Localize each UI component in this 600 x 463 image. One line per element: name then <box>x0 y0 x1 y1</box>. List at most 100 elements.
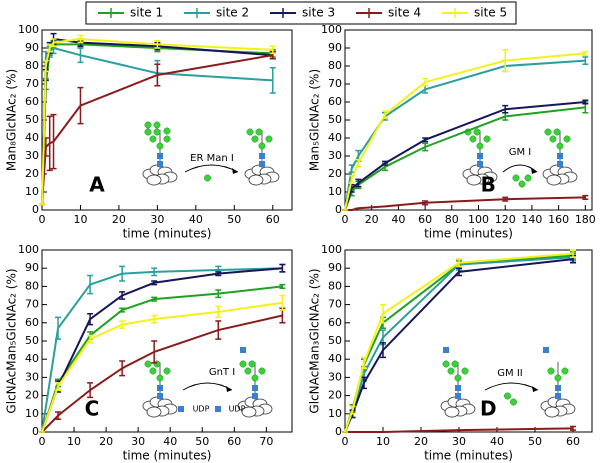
glcnac <box>455 393 461 399</box>
glcnac <box>543 347 549 353</box>
x-tick-label: 20 <box>365 213 379 226</box>
x-tick-label: 20 <box>112 213 126 226</box>
error-bar <box>119 320 126 330</box>
error-bar <box>582 99 589 105</box>
mannose <box>144 360 152 368</box>
error-bar <box>582 50 589 56</box>
glcnac <box>555 385 561 391</box>
mannose <box>553 128 561 136</box>
annotation: UDP <box>193 405 210 414</box>
mannose <box>251 135 259 143</box>
mannose <box>255 128 263 136</box>
x-tick-label: 40 <box>163 435 177 448</box>
y-tick-label: 70 <box>328 77 342 90</box>
mannose <box>144 128 152 136</box>
mannose <box>547 367 555 375</box>
y-tick-label: 10 <box>25 407 39 420</box>
y-tick-label: 80 <box>328 59 342 72</box>
released-mannose <box>504 392 511 400</box>
mannose <box>163 367 171 375</box>
annotation: GnT I <box>209 367 235 378</box>
error-bar <box>87 334 94 344</box>
series-line <box>345 196 586 211</box>
y-tick-label: 70 <box>25 77 39 90</box>
x-tick-label: 60 <box>227 435 241 448</box>
y-tick-label: 20 <box>328 167 342 180</box>
error-bar <box>151 340 158 364</box>
mannose <box>163 127 171 135</box>
released-mannose <box>204 174 211 182</box>
released-mannose <box>524 174 532 182</box>
mannose <box>239 360 247 368</box>
mannose <box>476 142 484 150</box>
y-tick-label: 90 <box>25 261 39 274</box>
error-bar <box>42 59 49 73</box>
y-tick-label: 40 <box>25 131 39 144</box>
glcnac <box>252 385 258 391</box>
error-bar <box>456 267 462 277</box>
x-axis-label: time (minutes) <box>123 449 212 463</box>
series-line <box>344 59 586 211</box>
error-bar <box>348 175 355 184</box>
annotation: ER Man I <box>190 153 234 164</box>
reaction-arrow <box>182 382 233 391</box>
error-bar <box>422 200 429 206</box>
mannose <box>258 142 266 150</box>
y-tick-label: 0 <box>32 203 39 216</box>
error-bar <box>279 294 286 311</box>
y-tick-label: 0 <box>335 425 342 438</box>
error-bar <box>380 303 386 324</box>
y-tick-label: 80 <box>328 279 342 292</box>
error-bar <box>119 291 126 300</box>
x-tick-label: 120 <box>495 213 516 226</box>
error-bar <box>151 267 158 277</box>
y-tick-label: 40 <box>328 131 342 144</box>
x-tick-label: 100 <box>468 213 489 226</box>
y-tick-label: 100 <box>321 23 342 36</box>
error-bar <box>77 34 84 44</box>
x-tick-label: 180 <box>575 213 596 226</box>
y-axis-label: Man₈GlcNAc₂ (%) <box>5 69 19 171</box>
glcnac <box>259 161 265 167</box>
mannose <box>156 142 164 150</box>
legend-label: site 3 <box>302 6 335 20</box>
y-tick-label: 70 <box>25 298 39 311</box>
glcnac <box>477 153 483 159</box>
glcnac <box>157 385 163 391</box>
y-tick-label: 80 <box>25 59 39 72</box>
y-tick-label: 0 <box>335 203 342 216</box>
released-mannose <box>518 180 526 188</box>
x-tick-label: 30 <box>452 435 466 448</box>
error-bar <box>502 49 509 73</box>
error-bar <box>380 342 386 359</box>
glcnac <box>157 161 163 167</box>
mannose <box>473 128 481 136</box>
error-bar <box>50 113 57 170</box>
mannose <box>544 128 552 136</box>
y-tick-label: 70 <box>328 298 342 311</box>
y-tick-label: 100 <box>18 243 39 256</box>
y-tick-label: 60 <box>328 95 342 108</box>
y-tick-label: 90 <box>328 41 342 54</box>
x-tick-label: 30 <box>150 213 164 226</box>
released-mannose <box>512 174 520 182</box>
reaction-arrow <box>502 164 538 173</box>
error-bar <box>50 38 57 47</box>
panel-letter: D <box>480 397 497 421</box>
error-bar <box>215 305 222 319</box>
y-tick-label: 80 <box>25 279 39 292</box>
error-bar <box>154 63 161 87</box>
y-tick-label: 50 <box>328 113 342 126</box>
glcnac <box>240 347 246 353</box>
y-tick-label: 50 <box>25 113 39 126</box>
y-axis-label: GlcNAcMan₃GlcNAc₂ (%) <box>308 268 322 413</box>
y-tick-label: 30 <box>25 370 39 383</box>
error-bar <box>119 265 126 282</box>
error-bar <box>215 320 222 340</box>
y-tick-label: 30 <box>25 149 39 162</box>
x-tick-label: 160 <box>548 213 569 226</box>
glcnac <box>477 161 483 167</box>
mannose <box>556 142 564 150</box>
mannose <box>163 135 171 143</box>
